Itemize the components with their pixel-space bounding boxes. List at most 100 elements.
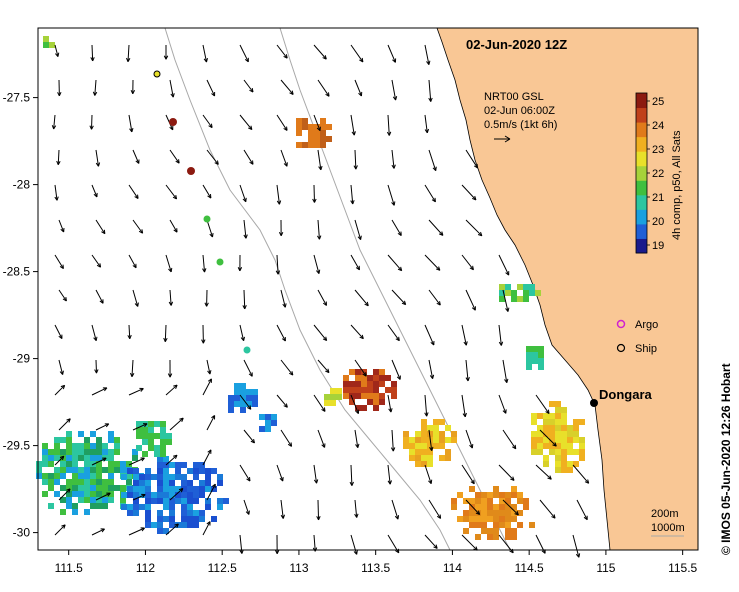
current-arrow: [354, 219, 362, 240]
sst-pixel: [54, 479, 60, 485]
current-arrow: [313, 44, 327, 60]
current-arrow-head: [129, 127, 134, 133]
sst-pixel: [42, 473, 48, 479]
sst-pixel: [217, 504, 223, 510]
sst-pixel: [66, 455, 72, 461]
sst-pixel: [349, 369, 355, 375]
current-arrow-head: [283, 54, 288, 59]
current-arrow-head: [92, 91, 98, 96]
sst-pixel: [409, 437, 415, 443]
sst-pixel: [54, 455, 60, 461]
credit-text: © IMOS 05-Jun-2020 12:26 Hobart: [719, 363, 733, 555]
current-arrow-head: [250, 438, 255, 444]
sst-pixel: [463, 510, 469, 516]
sst-pixel: [511, 504, 517, 510]
drifter-marker: [203, 215, 211, 223]
current-arrow-head: [430, 341, 435, 346]
sst-pixel: [84, 485, 90, 491]
current-arrow-head: [505, 271, 510, 276]
sst-pixel: [48, 455, 54, 461]
sst-pixel: [567, 443, 573, 449]
sst-pixel: [142, 451, 148, 457]
sst-pixel: [66, 503, 72, 509]
current-arrow-head: [59, 455, 65, 461]
map-title: 02-Jun-2020 12Z: [466, 37, 567, 52]
current-arrow-head: [473, 163, 479, 169]
current-arrow: [572, 464, 590, 484]
sst-pixel: [96, 449, 102, 455]
current-arrow: [95, 149, 99, 167]
sst-pixel: [169, 486, 175, 492]
current-arrow-head: [322, 336, 328, 342]
sst-pixel: [145, 468, 151, 474]
current-arrow: [424, 324, 435, 346]
colorbar-label: 4h comp, p50, All Sats: [671, 130, 683, 240]
sst-pixel: [555, 443, 561, 449]
sst-pixel: [265, 420, 271, 426]
current-arrow: [391, 359, 401, 380]
sst-pixel: [78, 497, 84, 503]
current-arrow-head: [289, 90, 294, 95]
sst-pixel: [493, 504, 499, 510]
sst-pixel: [102, 497, 108, 503]
sst-pixel: [211, 486, 217, 492]
current-arrow: [280, 289, 286, 308]
current-arrow-head: [391, 201, 396, 206]
current-arrow-head: [90, 57, 95, 62]
current-arrow: [131, 359, 134, 377]
sst-pixel: [84, 479, 90, 485]
sst-pixel: [145, 486, 151, 492]
sst-pixel: [537, 443, 543, 449]
current-arrow-head: [55, 52, 60, 57]
current-arrow: [317, 149, 322, 170]
sst-pixel: [499, 492, 505, 498]
sst-pixel: [48, 503, 54, 509]
sst-pixel: [114, 467, 120, 473]
current-arrow: [165, 523, 179, 536]
sst-pixel: [132, 455, 138, 461]
sst-pixel: [373, 387, 379, 393]
sst-pixel: [160, 427, 166, 433]
current-arrow: [202, 521, 211, 536]
sst-pixel: [505, 290, 511, 296]
sst-pixel: [169, 504, 175, 510]
sst-pixel: [555, 425, 561, 431]
sst-pixel: [54, 473, 60, 479]
sst-pixel: [163, 486, 169, 492]
sst-pixel: [265, 414, 271, 420]
current-arrow-head: [135, 159, 140, 164]
sst-pixel: [373, 375, 379, 381]
sst-pixel: [427, 425, 433, 431]
sst-pixel: [157, 456, 163, 462]
current-arrow-head: [436, 514, 442, 519]
current-arrow: [498, 324, 502, 346]
sst-pixel: [469, 516, 475, 522]
current-arrow: [354, 429, 359, 448]
sst-pixel: [336, 394, 342, 400]
sst-pixel: [549, 413, 555, 419]
sst-pixel: [148, 445, 154, 451]
sst-pixel: [72, 455, 78, 461]
sst-pixel: [78, 491, 84, 497]
sst-pixel: [573, 437, 579, 443]
current-arrow: [91, 44, 94, 61]
sst-pixel: [531, 413, 537, 419]
current-arrow-head: [552, 442, 557, 447]
sst-pixel: [523, 296, 529, 302]
current-arrow-head: [130, 89, 136, 95]
sst-pixel: [579, 443, 585, 449]
sst-pixel: [537, 425, 543, 431]
sst-pixel: [72, 503, 78, 509]
sst-pixel: [90, 491, 96, 497]
sst-pixel: [529, 290, 535, 296]
sst-pixel: [42, 443, 48, 449]
colorbar-segment: [636, 209, 647, 225]
current-arrow-head: [438, 231, 444, 236]
current-arrow: [424, 114, 428, 133]
sst-pixel: [379, 399, 385, 405]
current-arrow: [428, 359, 434, 379]
sst-pixel: [133, 492, 139, 498]
sst-pixel: [561, 467, 567, 473]
current-arrow-head: [209, 232, 214, 238]
sst-pixel: [549, 437, 555, 443]
